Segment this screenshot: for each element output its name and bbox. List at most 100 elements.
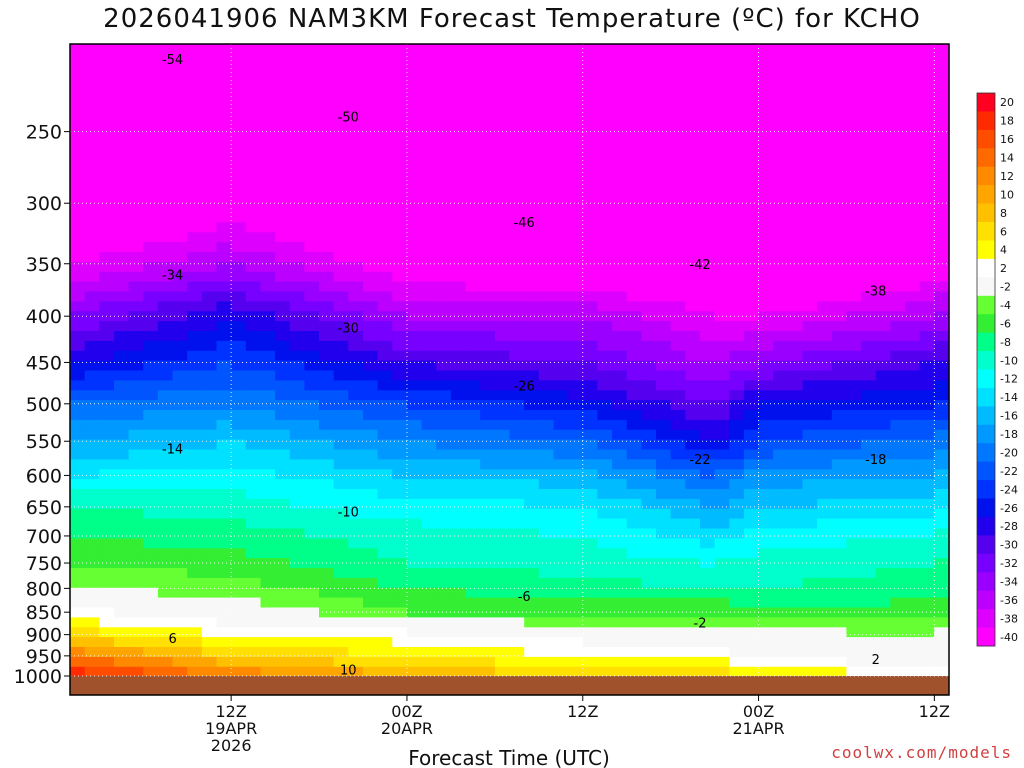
colorbar-swatch	[977, 406, 995, 426]
heatmap-cell	[275, 419, 291, 430]
heatmap-cell	[304, 211, 320, 223]
heatmap-cell	[348, 221, 364, 233]
heatmap-cell	[817, 261, 833, 272]
heatmap-cell	[773, 458, 789, 470]
heatmap-cell	[890, 379, 906, 391]
heatmap-cell	[436, 656, 452, 667]
heatmap-cell	[70, 616, 86, 628]
heatmap-cell	[348, 379, 364, 391]
colorbar-label: -14	[1000, 391, 1018, 404]
heatmap-cell	[436, 251, 452, 262]
heatmap-cell	[187, 132, 203, 144]
heatmap-cell	[363, 192, 379, 203]
heatmap-cell	[817, 162, 833, 173]
y-tick-label: 500	[26, 394, 62, 416]
heatmap-cell	[70, 419, 86, 430]
heatmap-cell	[275, 182, 291, 193]
heatmap-cell	[99, 63, 115, 75]
heatmap-cell	[890, 132, 906, 144]
heatmap-cell	[524, 488, 540, 499]
heatmap-cell	[70, 567, 86, 578]
heatmap-cell	[612, 113, 628, 124]
heatmap-cell	[905, 369, 921, 381]
heatmap-cell	[84, 172, 100, 183]
heatmap-cell	[597, 123, 613, 134]
heatmap-cell	[157, 468, 174, 480]
heatmap-cell	[99, 281, 115, 292]
heatmap-cell	[421, 251, 437, 262]
heatmap-cell	[685, 271, 701, 282]
heatmap-cell	[861, 310, 877, 322]
heatmap-cell	[304, 182, 320, 193]
heatmap-cell	[260, 142, 276, 154]
heatmap-cell	[817, 113, 833, 124]
heatmap-cell	[787, 606, 804, 618]
heatmap-cell	[509, 251, 525, 262]
heatmap-cell	[392, 152, 408, 164]
heatmap-cell	[289, 537, 305, 549]
heatmap-cell	[641, 221, 657, 233]
heatmap-cell	[700, 439, 716, 450]
heatmap-cell	[568, 281, 584, 292]
heatmap-cell	[846, 488, 862, 499]
x-tick-label: 2026	[211, 736, 252, 755]
heatmap-cell	[582, 448, 598, 460]
heatmap-cell	[787, 478, 804, 489]
heatmap-cell	[773, 330, 789, 341]
heatmap-cell	[700, 172, 716, 183]
heatmap-cell	[289, 626, 305, 638]
heatmap-cell	[363, 597, 379, 608]
heatmap-cell	[70, 330, 86, 341]
heatmap-cell	[861, 577, 877, 588]
heatmap-cell	[377, 448, 393, 460]
heatmap-cell	[304, 527, 320, 539]
heatmap-cell	[670, 567, 686, 578]
heatmap-cell	[817, 597, 833, 608]
heatmap-cell	[304, 567, 320, 578]
heatmap-cell	[172, 340, 188, 351]
heatmap-cell	[758, 132, 774, 144]
heatmap-cell	[656, 113, 672, 124]
heatmap-cell	[494, 448, 511, 460]
heatmap-cell	[509, 330, 525, 341]
heatmap-cell	[700, 251, 716, 262]
heatmap-cell	[201, 142, 218, 154]
heatmap-cell	[890, 123, 906, 134]
heatmap-cell	[509, 567, 525, 578]
heatmap-cell	[919, 557, 935, 568]
heatmap-cell	[875, 310, 891, 322]
heatmap-cell	[465, 290, 481, 302]
credit-text[interactable]: coolwx.com/models	[831, 743, 1012, 762]
heatmap-cell	[685, 537, 701, 549]
heatmap-cell	[319, 597, 335, 608]
heatmap-cell	[861, 488, 877, 499]
heatmap-cell	[700, 527, 716, 539]
heatmap-cell	[568, 320, 584, 331]
heatmap-cell	[480, 458, 496, 470]
heatmap-cell	[861, 626, 877, 638]
colorbar-label: 20	[1000, 96, 1014, 109]
heatmap-cell	[934, 281, 950, 292]
heatmap-cell	[700, 389, 716, 401]
heatmap-cell	[787, 63, 804, 75]
heatmap-cell	[553, 142, 569, 154]
heatmap-cell	[656, 93, 672, 104]
y-tick-label: 1000	[14, 666, 62, 688]
heatmap-cell	[656, 192, 672, 203]
heatmap-cell	[494, 518, 511, 529]
heatmap-cell	[465, 389, 481, 401]
heatmap-cell	[509, 340, 525, 351]
heatmap-cell	[275, 439, 291, 450]
heatmap-cell	[436, 300, 452, 312]
heatmap-cell	[890, 656, 906, 667]
heatmap-cell	[875, 616, 891, 628]
heatmap-cell	[524, 221, 540, 233]
heatmap-cell	[685, 290, 701, 302]
heatmap-cell	[348, 527, 364, 539]
heatmap-cell	[875, 409, 891, 420]
y-tick-label: 800	[26, 578, 62, 600]
heatmap-cell	[509, 488, 525, 499]
heatmap-cell	[494, 577, 511, 588]
heatmap-cell	[245, 320, 262, 331]
heatmap-cell	[421, 202, 437, 213]
